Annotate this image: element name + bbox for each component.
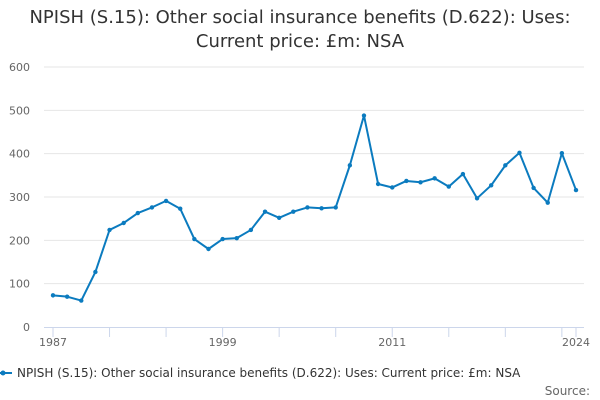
y-tick-label: 300 [9,191,30,204]
data-point[interactable] [333,205,338,210]
data-point[interactable] [149,205,155,210]
legend-point-marker [0,370,6,376]
x-tick-label: 1999 [209,336,237,349]
data-point[interactable] [64,294,70,299]
data-point[interactable] [517,150,522,155]
data-point[interactable] [135,210,141,216]
series-group [50,113,579,303]
data-point[interactable] [50,293,56,298]
data-point[interactable] [474,196,480,201]
series-line [52,114,577,302]
grid [44,66,584,285]
data-point[interactable] [432,176,437,181]
data-point[interactable] [375,181,381,187]
data-point[interactable] [488,183,494,188]
data-point[interactable] [291,209,296,214]
y-tick-label: 400 [9,148,30,161]
data-point[interactable] [107,227,112,233]
chart-title: NPISH (S.15): Other social insurance ben… [0,6,600,54]
data-point[interactable] [248,227,254,233]
data-point[interactable] [220,236,225,242]
data-point[interactable] [206,246,211,252]
y-tick-label: 100 [9,278,30,291]
data-point[interactable] [446,184,451,189]
data-point[interactable] [545,200,550,205]
y-axis: 0 100 200 300 400 500 600 [9,61,30,334]
data-point[interactable] [163,198,169,204]
data-point[interactable] [361,113,367,118]
chart-title-line-1: NPISH (S.15): Other social insurance ben… [29,7,571,28]
data-point[interactable] [234,235,239,241]
data-point[interactable] [390,185,395,190]
data-point[interactable] [79,298,84,303]
legend-label: NPISH (S.15): Other social insurance ben… [17,366,521,380]
data-point[interactable] [178,206,183,211]
data-point[interactable] [276,215,282,220]
data-point[interactable] [93,269,98,275]
data-point[interactable] [531,185,536,191]
y-tick-label: 600 [9,61,30,74]
x-tick-label: 1987 [39,336,67,349]
source-label: Source: [545,384,590,398]
data-point[interactable] [192,236,197,242]
data-point[interactable] [460,171,466,177]
x-tick-label: 2024 [562,336,590,349]
data-point[interactable] [121,220,126,226]
x-axis: 1987 1999 2011 2024 [39,327,590,349]
data-point[interactable] [418,180,423,185]
data-point[interactable] [559,151,565,156]
data-point[interactable] [305,205,310,210]
data-point[interactable] [503,163,508,168]
chart-title-line-2: Current price: £m: NSA [195,31,405,52]
x-tick-label: 2011 [378,336,406,349]
y-tick-label: 0 [23,321,30,334]
data-point[interactable] [262,209,268,214]
y-tick-label: 200 [9,234,30,247]
data-point[interactable] [404,178,409,184]
y-tick-label: 500 [9,104,30,117]
data-point[interactable] [573,187,579,193]
legend[interactable]: NPISH (S.15): Other social insurance ben… [0,366,521,380]
data-point[interactable] [347,163,353,168]
data-point[interactable] [319,206,324,211]
